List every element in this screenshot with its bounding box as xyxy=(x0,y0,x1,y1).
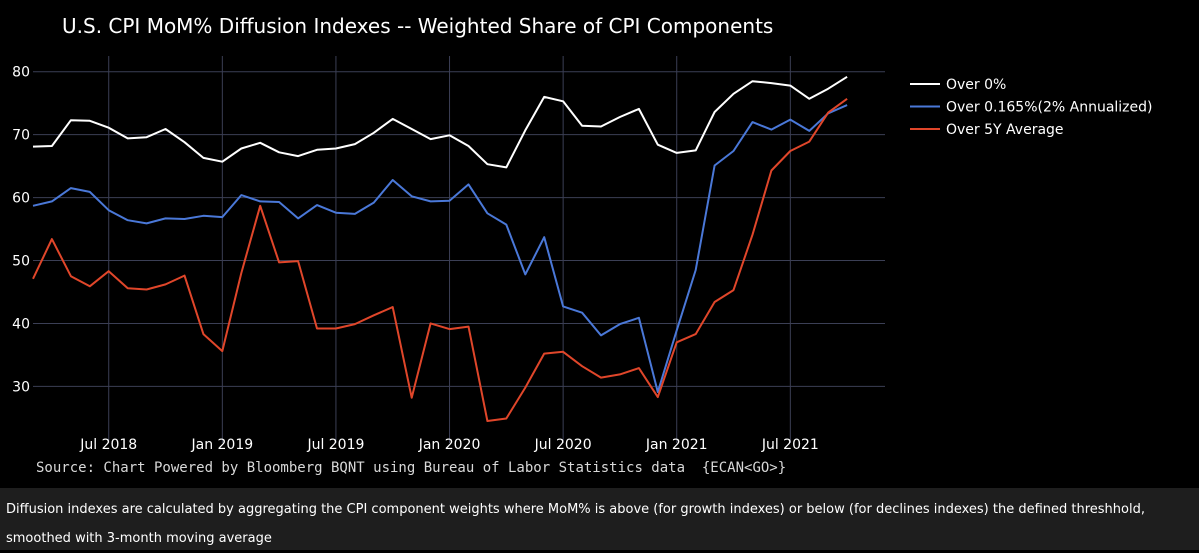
line-chart: U.S. CPI MoM% Diffusion Indexes -- Weigh… xyxy=(12,14,1153,476)
y-axis-ticks: 30 40 50 60 70 80 xyxy=(12,65,30,396)
x-tick-label: Jan 2021 xyxy=(645,437,708,453)
legend-label: Over 5Y Average xyxy=(946,122,1064,138)
x-tick-label: Jul 2019 xyxy=(306,437,364,453)
x-tick-label: Jul 2018 xyxy=(79,437,137,453)
chart-panel: U.S. CPI MoM% Diffusion Indexes -- Weigh… xyxy=(12,14,1153,476)
y-tick-label: 50 xyxy=(12,254,30,270)
source-note: Source: Chart Powered by Bloomberg BQNT … xyxy=(36,460,786,476)
x-axis-ticks: Jul 2018 Jan 2019 Jul 2019 Jan 2020 Jul 2020… xyxy=(79,437,819,453)
y-tick-label: 70 xyxy=(12,128,30,144)
x-tick-label: Jul 2020 xyxy=(534,437,592,453)
y-tick-label: 40 xyxy=(12,316,30,332)
legend: Over 0% Over 0.165%(2% Annualized) Over 5Y… xyxy=(910,77,1153,138)
legend-label: Over 0% xyxy=(946,77,1006,93)
y-tick-label: 80 xyxy=(12,65,30,81)
grid-lines xyxy=(33,56,885,443)
series-line-0 xyxy=(32,75,848,169)
legend-label: Over 0.165%(2% Annualized) xyxy=(946,100,1153,116)
series-line-2 xyxy=(32,97,848,422)
x-tick-label: Jan 2019 xyxy=(190,437,253,453)
series-line-1 xyxy=(32,104,848,393)
x-tick-label: Jul 2021 xyxy=(761,437,819,453)
chart-title: U.S. CPI MoM% Diffusion Indexes -- Weigh… xyxy=(62,14,773,38)
caption-text: Diffusion indexes are calculated by aggr… xyxy=(0,488,1199,550)
x-tick-label: Jan 2020 xyxy=(418,437,481,453)
y-tick-label: 60 xyxy=(12,191,30,207)
y-tick-label: 30 xyxy=(12,379,30,395)
series-lines xyxy=(32,75,848,422)
